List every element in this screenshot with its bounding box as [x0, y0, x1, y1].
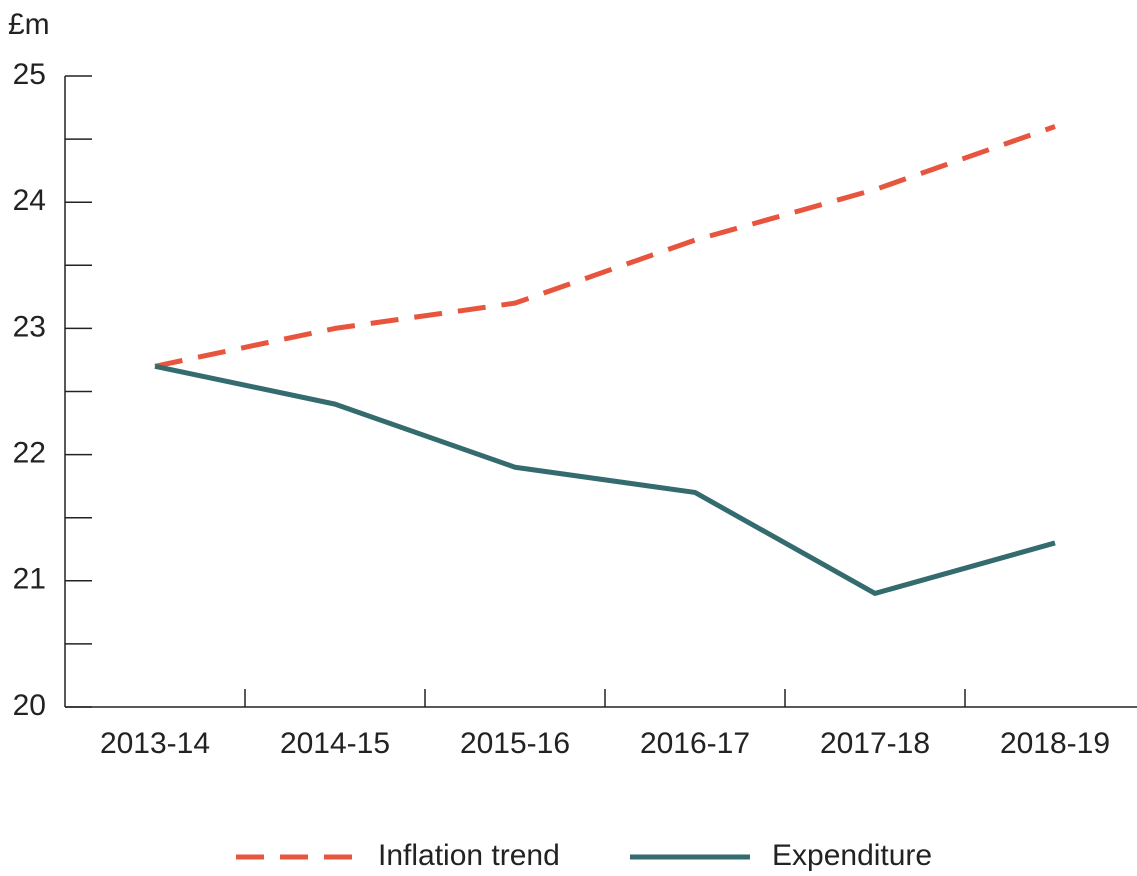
series-line	[154, 124, 1056, 369]
legend-label: Expenditure	[772, 839, 932, 872]
x-tick-label: 2017-18	[820, 727, 930, 760]
y-tick-label: 21	[13, 563, 46, 596]
y-tick-label: 20	[13, 689, 46, 722]
y-tick-label: 22	[13, 437, 46, 470]
x-tick-label: 2013-14	[100, 727, 210, 760]
y-tick-label: 23	[13, 310, 46, 343]
x-tick-label: 2016-17	[640, 727, 750, 760]
y-tick-label: 25	[13, 58, 46, 91]
x-tick-label: 2018-19	[1000, 727, 1110, 760]
x-tick-label: 2014-15	[280, 727, 390, 760]
y-tick-label: 24	[13, 184, 46, 217]
series-line	[154, 363, 1056, 596]
x-tick-label: 2015-16	[460, 727, 570, 760]
legend-label: Inflation trend	[378, 839, 560, 872]
y-axis-label: £m	[8, 8, 50, 41]
